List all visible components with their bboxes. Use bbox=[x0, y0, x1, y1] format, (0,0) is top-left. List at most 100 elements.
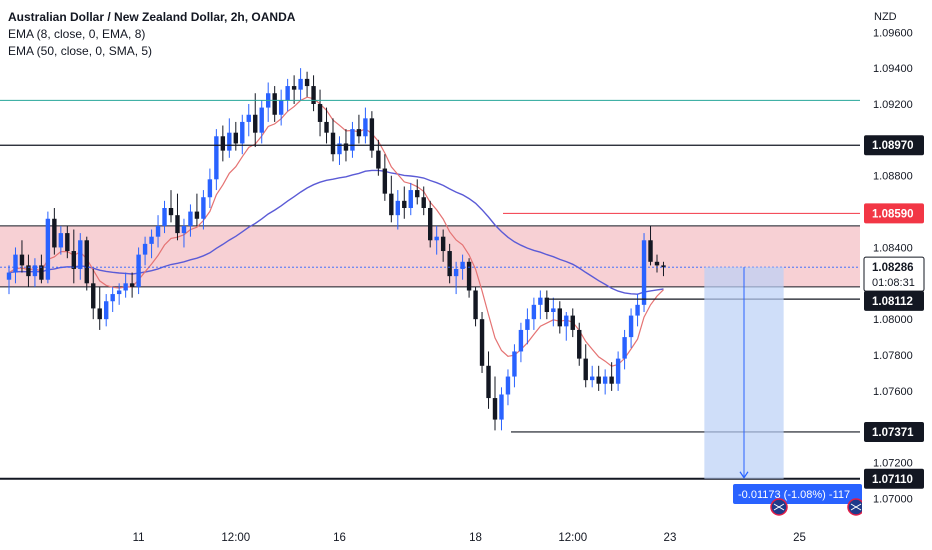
candle-body bbox=[324, 121, 329, 133]
candle-body bbox=[628, 315, 634, 338]
candle-body bbox=[402, 200, 407, 208]
candle-body bbox=[654, 261, 660, 266]
price-label-1-08590-box[interactable] bbox=[864, 203, 924, 224]
candle-body bbox=[590, 376, 595, 381]
candle-body bbox=[518, 329, 524, 352]
candle-body bbox=[26, 265, 31, 277]
candle-body bbox=[110, 294, 115, 302]
candle-body bbox=[382, 168, 388, 194]
candle-body bbox=[246, 114, 251, 122]
candle-body bbox=[512, 351, 517, 377]
candles-layer bbox=[6, 68, 666, 431]
candle-body bbox=[369, 118, 375, 151]
candle-body bbox=[162, 208, 167, 226]
candle-body bbox=[615, 358, 621, 384]
candle-body bbox=[155, 225, 161, 237]
candle-body bbox=[343, 143, 349, 151]
candle-body bbox=[71, 251, 76, 269]
candle-body bbox=[201, 197, 206, 219]
candle-body bbox=[253, 114, 258, 133]
candle-body bbox=[479, 319, 485, 366]
candle-body bbox=[602, 376, 608, 384]
candle-body bbox=[466, 261, 472, 291]
candle-body bbox=[363, 118, 368, 137]
candle-body bbox=[577, 329, 582, 359]
candle-body bbox=[337, 143, 342, 155]
price-label-1-08970-box[interactable] bbox=[864, 135, 924, 156]
candle-body bbox=[544, 297, 550, 312]
candle-body bbox=[389, 193, 394, 216]
time-axis-background bbox=[0, 523, 862, 550]
projection-label: -0.01173 (-1.08%) -117 bbox=[738, 489, 850, 501]
candle-body bbox=[91, 283, 96, 309]
candle-body bbox=[648, 240, 653, 262]
price-label-1-08112-box[interactable] bbox=[864, 290, 924, 311]
projection-arrowhead bbox=[739, 471, 749, 479]
price-label-1-08970: 1.08970 bbox=[872, 140, 914, 152]
ema8-line bbox=[8, 96, 664, 367]
countdown-label: 01:08:31 bbox=[872, 277, 915, 289]
candle-body bbox=[97, 308, 102, 320]
candle-body bbox=[259, 107, 264, 133]
price-tick-label: 1.07600 bbox=[873, 386, 913, 398]
candle-body bbox=[136, 254, 141, 287]
currency-label: NZD bbox=[874, 11, 897, 23]
candle-body bbox=[304, 78, 310, 87]
candle-body bbox=[291, 86, 297, 90]
legend-ema8[interactable]: EMA (8, close, 0, EMA, 8) bbox=[8, 27, 146, 41]
candle-body bbox=[32, 265, 38, 277]
candle-body bbox=[434, 236, 439, 241]
candle-body bbox=[473, 290, 478, 320]
candle-body bbox=[531, 304, 537, 320]
price-axis[interactable]: NZD 1.09600 1.09400 1.09200 1.08800 1.08400 1.… bbox=[862, 0, 932, 550]
projection-label-box[interactable] bbox=[733, 484, 862, 504]
legend-title[interactable]: Australian Dollar / New Zealand Dollar, … bbox=[8, 10, 296, 24]
time-tick-label: 18 bbox=[469, 532, 482, 544]
candle-body bbox=[622, 337, 627, 359]
candle-body bbox=[149, 236, 154, 244]
candle-body bbox=[311, 86, 316, 104]
candle-body bbox=[661, 265, 666, 268]
candle-body bbox=[583, 358, 588, 381]
price-tick-label: 1.07000 bbox=[873, 493, 913, 505]
price-tick-label: 1.09600 bbox=[873, 27, 913, 39]
candle-body bbox=[460, 261, 465, 269]
price-label-1-07371-box[interactable] bbox=[864, 421, 924, 442]
candle-body bbox=[596, 376, 601, 384]
price-tick-label: 1.08000 bbox=[873, 314, 913, 326]
candle-body bbox=[194, 211, 200, 219]
candle-body bbox=[13, 254, 18, 273]
price-tick-label: 1.08800 bbox=[873, 171, 913, 183]
projection-layer[interactable]: -0.01173 (-1.08%) -117 bbox=[704, 267, 865, 516]
candle-body bbox=[609, 376, 614, 384]
time-tick-label: 25 bbox=[793, 532, 806, 544]
candle-body bbox=[298, 78, 303, 90]
candle-body bbox=[129, 283, 135, 287]
candle-body bbox=[175, 215, 180, 234]
candle-body bbox=[415, 190, 420, 198]
time-tick-label: 16 bbox=[333, 532, 346, 544]
price-tick-label: 1.07200 bbox=[873, 458, 913, 470]
chart-legend: Australian Dollar / New Zealand Dollar, … bbox=[8, 9, 295, 60]
candle-body bbox=[142, 243, 148, 255]
candle-body bbox=[65, 233, 70, 252]
candle-body bbox=[240, 121, 245, 144]
time-tick-label: 12:00 bbox=[558, 532, 587, 544]
candle-body bbox=[486, 365, 491, 399]
candle-body bbox=[395, 200, 400, 216]
candle-body bbox=[635, 304, 640, 316]
price-tick-label: 1.08400 bbox=[873, 242, 913, 254]
legend-ema50[interactable]: EMA (50, close, 0, SMA, 5) bbox=[8, 44, 153, 58]
candle-body bbox=[39, 265, 44, 280]
candle-body bbox=[641, 240, 647, 305]
candle-body bbox=[440, 236, 446, 252]
price-label-1-07110-box[interactable] bbox=[864, 468, 924, 489]
flag-cross-icon bbox=[850, 503, 862, 511]
candle-body bbox=[317, 104, 323, 122]
ema50-line bbox=[8, 169, 664, 295]
candle-body bbox=[505, 376, 511, 395]
candle-body bbox=[428, 208, 433, 241]
candle-body bbox=[272, 93, 277, 115]
